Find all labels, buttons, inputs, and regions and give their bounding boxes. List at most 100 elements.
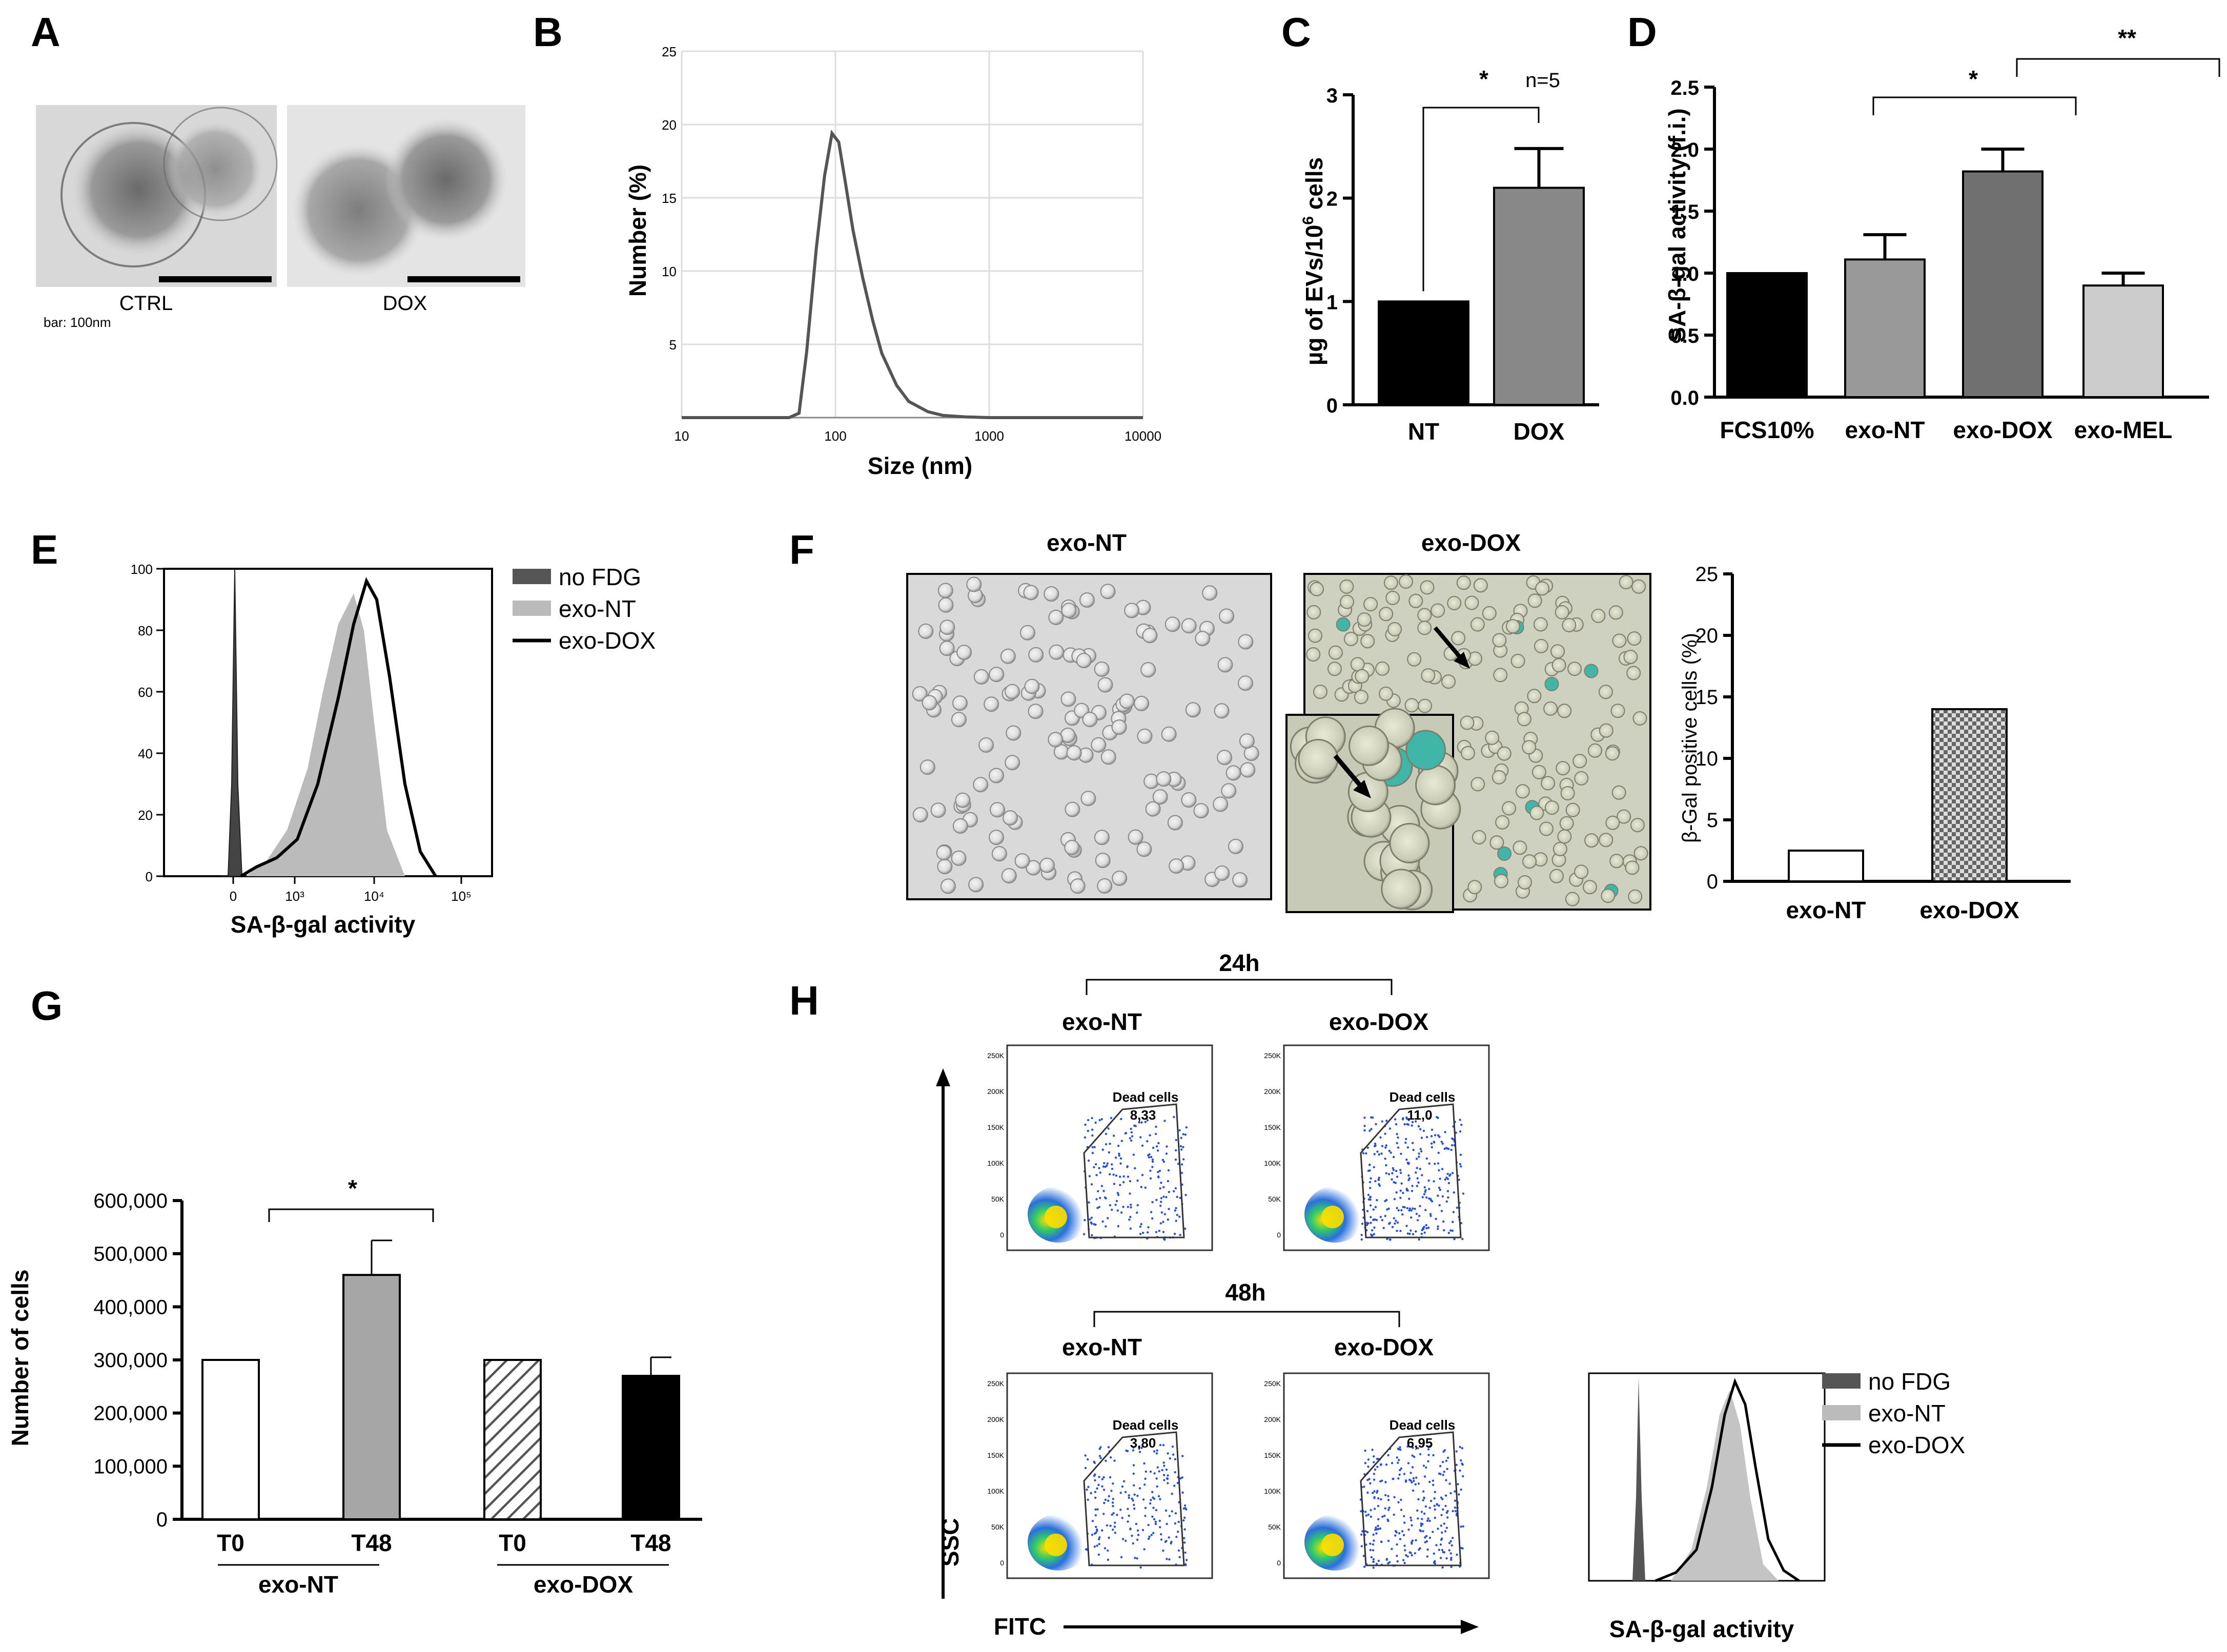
cell <box>1061 603 1077 618</box>
cell <box>1451 631 1466 646</box>
dot <box>1374 1142 1377 1145</box>
f-micrograph-inset <box>1285 708 1461 913</box>
dot <box>1122 1206 1125 1208</box>
panel-label-b: B <box>533 9 563 55</box>
cell <box>1020 625 1035 641</box>
dot <box>1445 1200 1448 1203</box>
dot <box>1091 1128 1094 1131</box>
dot <box>1412 1447 1414 1449</box>
dot <box>1112 1134 1115 1137</box>
d-bar-exo-dox <box>1962 170 2044 398</box>
c-n-label: n=5 <box>1525 69 1560 92</box>
f-xtick: exo-NT <box>1786 897 1866 923</box>
cell <box>1387 622 1402 636</box>
dot <box>1155 1145 1158 1148</box>
dot <box>1364 1530 1367 1533</box>
dot <box>1127 1206 1129 1208</box>
dot <box>1410 1209 1413 1212</box>
dot <box>1167 1180 1169 1183</box>
dot <box>1422 1530 1424 1533</box>
dot <box>1415 1476 1418 1479</box>
dot <box>1409 1472 1412 1474</box>
dot <box>1431 1200 1434 1203</box>
dense-core <box>1045 1534 1067 1556</box>
dot <box>1402 1192 1404 1194</box>
dot <box>1373 1473 1375 1475</box>
dot <box>1371 1449 1374 1451</box>
dot <box>1156 1466 1159 1469</box>
dot <box>1408 1232 1411 1235</box>
dot <box>1459 1153 1462 1156</box>
dot <box>1124 1491 1127 1493</box>
dot <box>1377 1518 1380 1521</box>
cell <box>1240 762 1256 778</box>
dot <box>1156 1485 1158 1488</box>
dot <box>1446 1172 1449 1175</box>
dot <box>1095 1532 1097 1534</box>
dot <box>1153 1497 1156 1500</box>
dot <box>1424 1505 1427 1508</box>
cell <box>1076 653 1092 669</box>
cell <box>918 623 934 639</box>
g-bar-t0 <box>483 1359 542 1520</box>
dot <box>1366 1210 1369 1212</box>
e-series-exont <box>246 593 405 876</box>
cell <box>1327 662 1342 676</box>
dot <box>1386 1518 1389 1521</box>
cell <box>1599 833 1613 848</box>
dot <box>1370 1515 1372 1518</box>
dot <box>1112 1529 1114 1531</box>
dot <box>1167 1218 1169 1221</box>
dot <box>1156 1449 1158 1452</box>
dot <box>1120 1556 1123 1559</box>
dot <box>1446 1516 1449 1519</box>
dot <box>1120 1140 1123 1142</box>
dot <box>1095 1198 1098 1201</box>
dot <box>1449 1552 1452 1555</box>
dot <box>1394 1534 1397 1537</box>
dot <box>1132 1464 1135 1467</box>
dot <box>1101 1529 1104 1532</box>
cell <box>1417 621 1432 635</box>
dot <box>1370 1128 1373 1130</box>
dot <box>1460 1546 1463 1550</box>
dot <box>1372 1219 1375 1221</box>
dot <box>1444 1131 1446 1133</box>
chart-f: 0 5 10 15 20 25 exo-NT exo-DOX <box>1695 563 2071 923</box>
cell <box>978 737 994 753</box>
dot <box>1181 1455 1184 1457</box>
dot <box>1183 1541 1186 1544</box>
dot <box>1430 1142 1433 1145</box>
dot <box>1446 1468 1448 1470</box>
cell <box>1611 785 1626 800</box>
d-ytick: 0.5 <box>1670 325 1699 347</box>
h-hist-xlabel: SA-β-gal activity <box>1609 1616 1794 1642</box>
dot <box>1366 1479 1369 1481</box>
cell <box>922 695 937 711</box>
dot <box>1454 1506 1457 1509</box>
d-xtick: FCS10% <box>1720 417 1814 443</box>
dot <box>1391 1172 1394 1174</box>
dot <box>1419 1128 1422 1130</box>
dot <box>1122 1181 1125 1184</box>
dot <box>1176 1195 1178 1199</box>
cell <box>1225 765 1241 781</box>
dot <box>1377 1504 1380 1508</box>
dot <box>1388 1222 1392 1224</box>
cell <box>1217 750 1233 766</box>
dot <box>1175 1139 1177 1141</box>
dot <box>1458 1179 1460 1181</box>
dot <box>1375 1532 1378 1535</box>
cell <box>1383 575 1398 590</box>
dot <box>1167 1482 1169 1484</box>
ctrl-label: CTRL <box>119 292 173 315</box>
dot <box>1091 1520 1094 1522</box>
dot <box>1393 1496 1396 1498</box>
dot <box>1166 1523 1168 1525</box>
dot <box>1397 1477 1400 1480</box>
dot <box>1163 1238 1166 1241</box>
cell <box>1517 712 1531 727</box>
dot <box>1403 1562 1406 1564</box>
dot <box>1426 1548 1429 1551</box>
dot <box>1136 1211 1138 1214</box>
